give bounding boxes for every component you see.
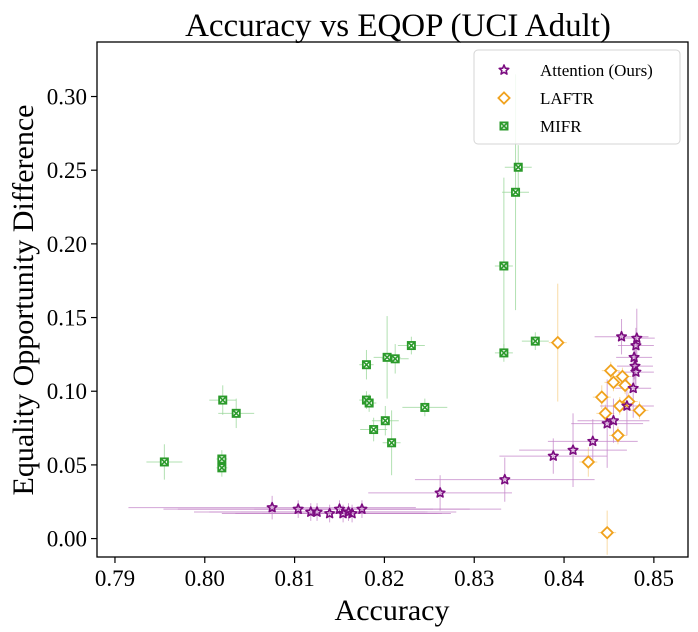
x-tick-label: 0.82 [364, 566, 404, 591]
legend-label: MIFR [540, 117, 582, 136]
error-bar [254, 500, 470, 518]
y-tick-label: 0.05 [47, 453, 87, 478]
error-bar [519, 413, 627, 488]
data-point [607, 414, 620, 426]
error-bar [368, 475, 512, 511]
data-point [632, 403, 647, 418]
data-point [621, 400, 633, 411]
data-point [311, 506, 323, 517]
data-point [390, 354, 400, 364]
error-bar [547, 419, 638, 464]
data-point [587, 435, 599, 447]
legend-box [473, 49, 681, 145]
data-point [628, 351, 640, 363]
error-bar [262, 504, 442, 523]
data-point [598, 406, 613, 421]
x-tick-label: 0.85 [634, 566, 674, 591]
data-point [361, 360, 371, 370]
legend: Attention (Ours) LAFTR MIFR [473, 49, 681, 145]
data-point [499, 261, 509, 271]
data-point [356, 503, 368, 514]
data-point [369, 425, 379, 435]
x-tick-label: 0.79 [95, 566, 135, 591]
x-tick-label: 0.84 [544, 566, 585, 591]
chart-title: Accuracy vs EQOP (UCI Adult) [185, 8, 611, 44]
data-markers [159, 162, 647, 540]
x-tick-label: 0.80 [185, 566, 225, 591]
data-point [511, 187, 521, 197]
legend-label: LAFTR [540, 89, 595, 108]
y-tick-label: 0.15 [47, 306, 87, 331]
legend-marker [497, 91, 511, 105]
data-point [364, 398, 374, 408]
data-point [499, 348, 509, 358]
data-point [611, 428, 625, 443]
data-point [406, 341, 416, 351]
data-point [581, 455, 596, 469]
data-point [324, 507, 336, 519]
data-point [420, 402, 430, 412]
data-point [547, 450, 559, 461]
data-point [600, 525, 615, 540]
data-point [567, 444, 579, 456]
x-axis-ticks: 0.79 0.80 0.81 0.82 0.83 0.84 0.85 [95, 557, 674, 591]
axes-frame [96, 41, 689, 558]
data-point [603, 363, 618, 378]
data-point [382, 352, 392, 362]
y-tick-label: 0.30 [47, 85, 87, 110]
data-point [631, 332, 643, 344]
error-bar [571, 379, 644, 468]
y-tick-label: 0.20 [47, 232, 87, 257]
y-tick-label: 0.00 [47, 527, 87, 552]
y-tick-label: 0.10 [47, 379, 87, 404]
data-point [434, 487, 446, 498]
data-point [217, 454, 227, 464]
legend-marker [498, 64, 510, 75]
y-tick-label: 0.25 [47, 158, 87, 183]
data-point [630, 339, 642, 351]
legend-label: Attention (Ours) [540, 61, 653, 80]
data-point [218, 395, 228, 405]
data-point [266, 501, 278, 513]
data-point [513, 162, 523, 172]
y-axis-ticks: 0.00 0.05 0.10 0.15 0.20 0.25 0.30 [47, 85, 97, 552]
data-point [550, 335, 565, 350]
error-bar [128, 495, 416, 520]
data-point [530, 336, 540, 346]
x-tick-label: 0.81 [274, 566, 314, 591]
data-point [594, 390, 609, 404]
data-point [346, 507, 358, 519]
error-bar [414, 457, 595, 502]
data-point [292, 503, 304, 514]
data-point [159, 457, 169, 467]
data-point [630, 366, 642, 377]
data-point [231, 408, 241, 418]
data-point [615, 330, 628, 342]
data-point [217, 463, 227, 473]
x-tick-label: 0.83 [454, 566, 494, 591]
data-point [606, 375, 621, 390]
legend-marker [499, 121, 509, 131]
data-point [618, 378, 633, 393]
data-point [387, 438, 397, 448]
x-axis-label: Accuracy [335, 594, 450, 627]
data-point [627, 382, 639, 394]
data-point [499, 473, 511, 485]
data-point [380, 416, 390, 426]
y-axis-label: Equality Opportunity Difference [7, 105, 40, 496]
